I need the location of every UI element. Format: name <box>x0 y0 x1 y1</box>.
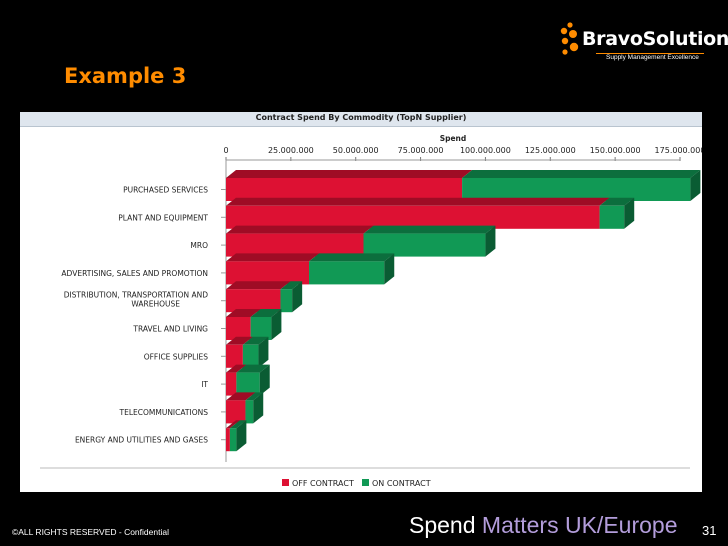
bar-off-contract-top <box>226 392 256 401</box>
bar-chart: Spend 0 25.000.000 50.000.000 75.000.000 100.… <box>40 134 702 488</box>
bar-off-contract-top <box>226 253 320 262</box>
logo-mark-icon <box>560 22 579 55</box>
bar-on-contract-top <box>280 281 303 290</box>
category-label: DISTRIBUTION, TRANSPORTATION AND WAREHOUS… <box>64 291 209 309</box>
footer-brand-word2: Matters UK/Europe <box>481 512 678 538</box>
bar-on-contract <box>245 400 254 424</box>
bar-end-side <box>384 253 395 285</box>
bar-on-contract <box>363 233 486 257</box>
bar-on-contract-top <box>363 225 496 234</box>
bar-off-contract-top <box>226 364 247 373</box>
bar-on-contract <box>229 428 237 452</box>
bar-on-contract <box>242 344 259 368</box>
bar-on-contract-top <box>229 420 247 429</box>
logo-rule <box>596 53 704 54</box>
category-label: TELECOMMUNICATIONS <box>119 408 209 417</box>
legend-label: OFF CONTRACT <box>292 479 354 488</box>
bar-end-side <box>624 197 635 229</box>
category-label: ADVERTISING, SALES AND PROMOTION <box>61 269 208 278</box>
bar-off-contract <box>226 344 243 368</box>
bar-off-contract <box>226 400 246 424</box>
rights-notice: ©ALL RIGHTS RESERVED - Confidential <box>12 527 169 537</box>
bar-on-contract-top <box>462 170 701 178</box>
x-tick-label: 150.000.000 <box>590 146 641 155</box>
bar-on-contract <box>236 372 260 396</box>
bar-off-contract-top <box>226 225 374 234</box>
page-number: 31 <box>702 523 717 538</box>
x-tick-label: 50.000.000 <box>333 146 379 155</box>
bar-on-contract-top <box>245 392 264 401</box>
logo-tagline: Supply Management Excellence <box>606 54 699 61</box>
category-label: PURCHASED SERVICES <box>123 186 208 195</box>
slide-title: Example 3 <box>64 64 187 88</box>
x-axis-title: Spend <box>440 134 467 143</box>
bar-on-contract-top <box>250 309 282 317</box>
category-label: TRAVEL AND LIVING <box>132 325 208 334</box>
bravosolution-logo: BravoSolution Supply Management Excellen… <box>556 20 728 66</box>
bar-off-contract-top <box>226 281 291 290</box>
bar-off-contract <box>226 317 251 340</box>
category-label: ENERGY AND UTILITIES AND GASES <box>75 436 208 445</box>
bar-on-contract <box>309 261 385 285</box>
bar-off-contract <box>226 372 237 396</box>
category-label: OFFICE SUPPLIES <box>144 352 209 361</box>
bar-off-contract-top <box>226 197 610 206</box>
bar-end-side <box>259 364 270 396</box>
legend-swatch <box>282 479 289 486</box>
bar-off-contract-top <box>226 420 240 429</box>
x-tick-label: 25.000.000 <box>268 146 314 155</box>
bar-on-contract <box>250 317 272 340</box>
bar-end-side <box>258 336 269 368</box>
bar-end-side <box>253 392 264 424</box>
bar-on-contract-top <box>599 197 635 206</box>
category-label: PLANT AND EQUIPMENT <box>118 213 208 222</box>
x-tick-label: 125.000.000 <box>525 146 576 155</box>
bar-off-contract <box>226 205 600 229</box>
x-tick-label: 75.000.000 <box>398 146 444 155</box>
x-tick-label: 100.000.000 <box>460 146 511 155</box>
bar-off-contract-top <box>226 309 261 317</box>
bar-on-contract <box>280 289 293 313</box>
bar-off-contract <box>226 261 310 285</box>
footer-brand-word1: Spend <box>409 512 476 538</box>
bar-end-side <box>485 225 496 257</box>
bar-on-contract-top <box>236 364 270 373</box>
bar-off-contract-top <box>226 170 473 178</box>
x-tick-label: 0 <box>223 146 228 155</box>
bar-off-contract <box>226 428 230 452</box>
bar-off-contract <box>226 233 364 257</box>
bar-off-contract <box>226 289 281 313</box>
x-tick-label: 175.000.000 <box>655 146 702 155</box>
bar-end-side <box>236 420 247 452</box>
bar-end-side <box>271 309 282 340</box>
footer-brand: Spend Matters UK/Europe <box>409 512 678 539</box>
bar-on-contract <box>599 205 625 229</box>
logo-brand-name: BravoSolution <box>582 28 728 50</box>
bar-on-contract <box>462 178 691 201</box>
bar-off-contract <box>226 178 463 201</box>
category-label: MRO <box>190 241 208 250</box>
chart-panel: Contract Spend By Commodity (TopN Suppli… <box>20 112 702 492</box>
bar-off-contract-top <box>226 336 253 345</box>
bar-on-contract-top <box>309 253 395 262</box>
chart-title: Contract Spend By Commodity (TopN Suppli… <box>255 113 467 122</box>
bar-end-side <box>690 170 701 201</box>
bar-on-contract-top <box>242 336 269 345</box>
legend-label: ON CONTRACT <box>372 479 431 488</box>
legend-swatch <box>362 479 369 486</box>
bar-end-side <box>292 281 303 313</box>
chart-header-bar: Contract Spend By Commodity (TopN Suppli… <box>20 112 702 127</box>
category-label: IT <box>201 380 208 389</box>
